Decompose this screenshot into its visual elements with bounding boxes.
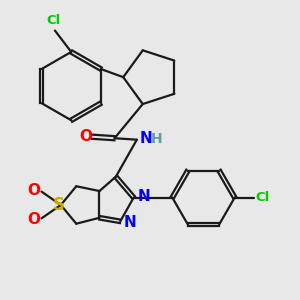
Text: O: O <box>28 212 40 227</box>
Text: H: H <box>151 132 163 146</box>
Text: N: N <box>137 189 150 204</box>
Text: N: N <box>139 131 152 146</box>
Text: Cl: Cl <box>46 14 60 27</box>
Text: Cl: Cl <box>256 191 270 204</box>
Text: O: O <box>28 183 40 198</box>
Text: O: O <box>79 129 92 144</box>
Text: S: S <box>52 196 64 214</box>
Text: N: N <box>124 215 136 230</box>
